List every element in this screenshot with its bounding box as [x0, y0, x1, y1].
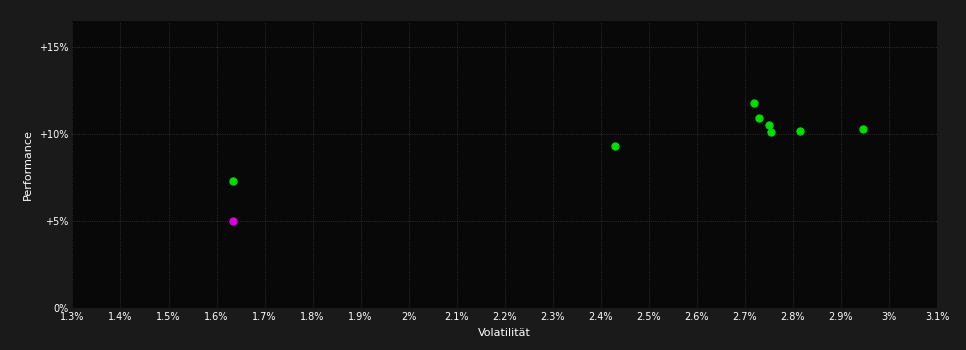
Point — [855, 126, 870, 132]
Point — [761, 122, 777, 128]
Point — [747, 100, 762, 106]
X-axis label: Volatilität: Volatilität — [478, 328, 531, 338]
Point — [226, 218, 242, 224]
Y-axis label: Performance: Performance — [23, 129, 33, 200]
Point — [763, 130, 779, 135]
Point — [752, 116, 767, 121]
Point — [792, 128, 808, 133]
Point — [226, 178, 242, 184]
Point — [608, 144, 623, 149]
